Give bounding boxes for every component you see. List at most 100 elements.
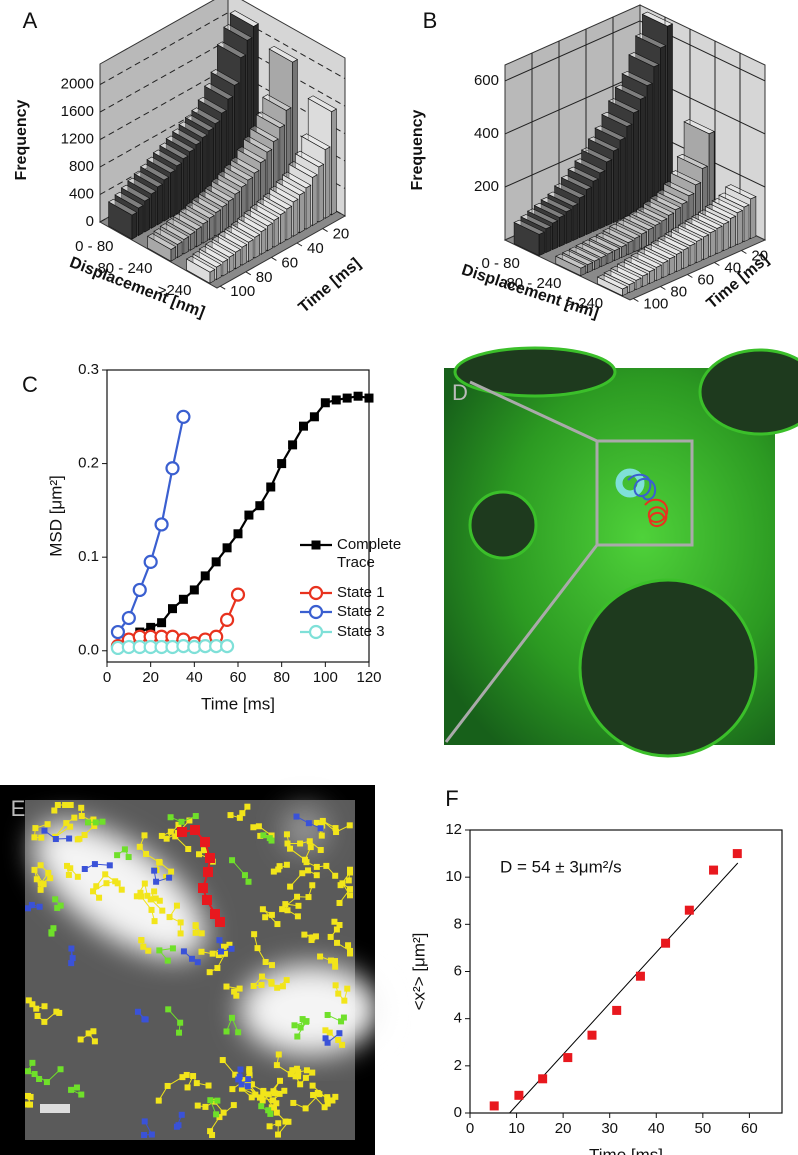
bar-side-shade	[636, 278, 642, 290]
track-point	[323, 862, 330, 869]
bar-top	[210, 177, 241, 195]
track-point	[45, 869, 52, 876]
bar-side-shade	[312, 174, 318, 226]
track-point	[151, 888, 158, 895]
bar-top	[649, 195, 682, 211]
track-point	[90, 1028, 97, 1035]
marker	[299, 421, 308, 431]
bar-top	[643, 244, 676, 260]
y-tick-label: 0.2	[78, 455, 99, 472]
bar-top	[650, 239, 683, 255]
x-axis-title: Time [ms]	[296, 255, 365, 316]
track-point	[52, 836, 59, 843]
x-tick-label: 80	[256, 269, 273, 286]
track-point	[177, 930, 184, 937]
bar	[555, 253, 587, 277]
bar-top	[217, 170, 247, 188]
track-point	[40, 881, 47, 888]
bar-top	[153, 228, 183, 245]
bar-side-shade	[132, 212, 137, 240]
marker	[709, 865, 719, 875]
track-point	[54, 802, 61, 808]
track-line	[339, 882, 351, 904]
bar-side-shade	[663, 260, 669, 278]
x-tick	[660, 286, 666, 290]
track-point	[198, 883, 208, 893]
track-point	[103, 880, 110, 887]
track-point	[216, 937, 223, 944]
bar-side-shade	[151, 191, 156, 229]
track-point	[57, 902, 64, 909]
track-point	[91, 1038, 98, 1045]
track-point	[141, 880, 148, 887]
marker	[514, 1090, 524, 1100]
bar-top	[288, 161, 318, 178]
track-point	[155, 1097, 162, 1104]
track-point	[336, 899, 343, 906]
tracks	[25, 802, 353, 1138]
bar-top	[513, 219, 546, 235]
track-line	[33, 823, 48, 839]
bar-side-shade	[190, 231, 195, 251]
track-point	[194, 1102, 201, 1109]
track-point	[339, 1041, 346, 1048]
x-tick-label: 0	[466, 1120, 474, 1137]
track-point	[118, 886, 125, 893]
track-point	[255, 823, 262, 830]
track-point	[293, 813, 300, 820]
track-point	[134, 1008, 141, 1015]
track-point	[297, 840, 304, 847]
plot-frame	[106, 369, 370, 663]
marker	[661, 938, 671, 948]
bar-top	[166, 218, 196, 235]
bar-top	[172, 213, 203, 230]
track-point	[192, 922, 199, 929]
track-point	[279, 983, 286, 990]
x-tick-label: 60	[741, 1120, 758, 1137]
bar	[596, 274, 629, 297]
marker	[353, 391, 363, 401]
bar-side-shade	[209, 215, 215, 240]
track-point	[303, 859, 310, 866]
x-tick-label: 20	[142, 669, 159, 686]
bar-side-shade	[601, 255, 607, 267]
marker	[342, 393, 352, 403]
bar-side-shade	[709, 131, 715, 219]
track-point	[282, 901, 289, 908]
dark-region	[578, 578, 758, 758]
track-point	[213, 1111, 220, 1118]
bar-top	[615, 219, 648, 235]
bar-side-shade	[594, 258, 600, 270]
bar-side-shade	[183, 236, 189, 254]
bar-side-shade	[164, 177, 169, 222]
x-tick-label: 40	[186, 669, 203, 686]
bar-top	[139, 163, 170, 181]
dark-region	[453, 346, 617, 398]
track-point	[228, 945, 235, 952]
track-point	[185, 846, 192, 853]
track-point	[67, 865, 74, 872]
track-point	[244, 803, 251, 810]
bar-side-shade	[750, 196, 756, 239]
track-point	[229, 1086, 236, 1093]
bar-side-shade	[228, 198, 234, 229]
track-point	[347, 869, 353, 876]
bar-side-shade	[171, 246, 176, 262]
track-point	[207, 1128, 214, 1135]
track-point	[334, 939, 341, 946]
track-point	[77, 1036, 84, 1043]
track-line	[168, 905, 182, 934]
bar-side-shade	[660, 45, 666, 202]
track-line	[40, 864, 51, 885]
track-line	[253, 934, 273, 966]
bar-side-shade	[622, 286, 628, 296]
track-point	[275, 1120, 282, 1127]
bar-side-shade	[286, 206, 292, 240]
track-point	[302, 1105, 309, 1112]
track-point	[78, 804, 85, 811]
bar-top	[520, 214, 552, 230]
track-point	[33, 1005, 40, 1012]
track-point	[167, 814, 174, 821]
x-tick-label: 10	[508, 1120, 525, 1137]
track-point	[96, 894, 103, 901]
